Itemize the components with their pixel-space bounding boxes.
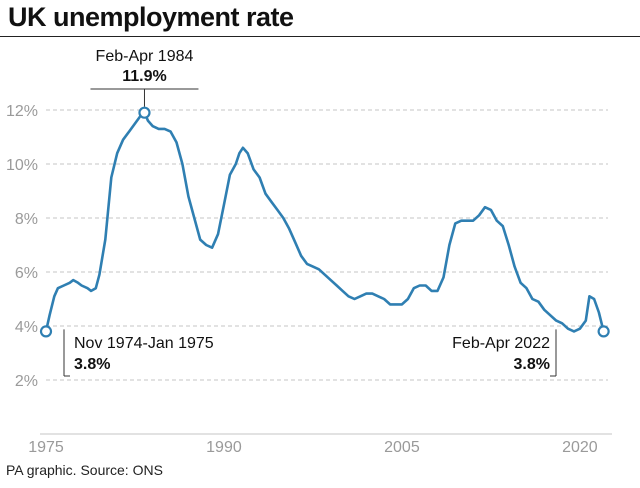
- x-tick-label: 2005: [384, 439, 420, 456]
- x-tick-label: 2020: [562, 439, 598, 456]
- series-layer: [44, 111, 605, 333]
- gridlines: [46, 109, 608, 381]
- x-tick-label: 1975: [28, 439, 64, 456]
- y-tick-label: 10%: [6, 157, 38, 174]
- annotation-label: Nov 1974-Jan 1975: [74, 335, 214, 352]
- annotation-label: Feb-Apr 1984: [96, 48, 194, 65]
- annotations: Feb-Apr 1984 11.9% Nov 1974-Jan 1975 3.8% Fe…: [39, 48, 610, 377]
- x-tick-label: 1990: [206, 439, 242, 456]
- y-tick-label: 4%: [15, 319, 38, 336]
- source-note: PA graphic. Source: ONS: [6, 462, 163, 478]
- y-tick-label: 12%: [6, 103, 38, 120]
- annotation-marker: [138, 106, 151, 119]
- annotation-marker: [39, 325, 53, 338]
- annotation-label: Feb-Apr 2022: [452, 335, 550, 352]
- annotation-marker: [597, 325, 610, 338]
- series-line: [44, 111, 605, 333]
- title-divider: [0, 36, 640, 37]
- y-tick-label: 6%: [15, 265, 38, 282]
- annotation-value: 3.8%: [514, 356, 550, 373]
- y-tick-label: 8%: [15, 211, 38, 228]
- annotation-value: 3.8%: [74, 356, 110, 373]
- chart-title: UK unemployment rate: [8, 2, 294, 32]
- annotation-value: 11.9%: [122, 68, 166, 85]
- axes: 2% 4% 6% 8% 10% 12% 1975 1990 2005 2020: [6, 103, 612, 456]
- y-tick-label: 2%: [15, 373, 38, 390]
